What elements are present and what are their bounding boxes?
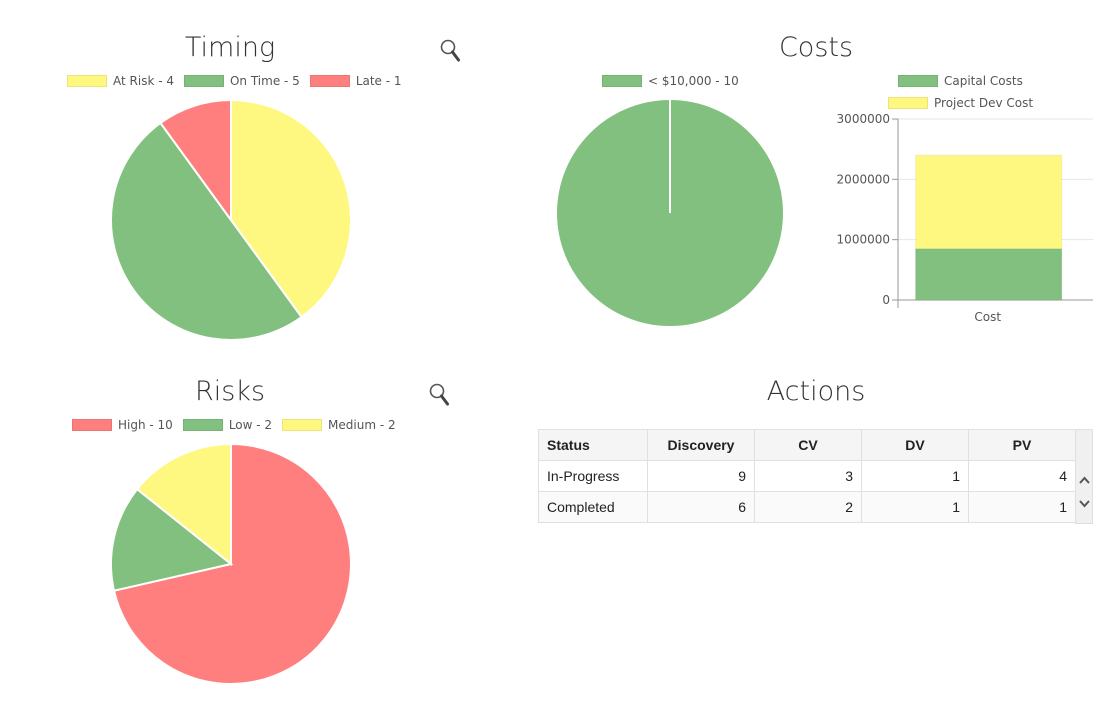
legend-item-at-risk[interactable]: At Risk - 4: [67, 74, 174, 88]
legend-label: Project Dev Cost: [934, 96, 1034, 110]
timing-pie-chart[interactable]: [110, 99, 352, 341]
timing-title: Timing: [184, 32, 276, 63]
y-tick-label: 2000000: [837, 172, 890, 186]
bar-project-dev-cost[interactable]: [915, 154, 1063, 250]
table-cell: 2: [754, 491, 862, 523]
legend-swatch: [67, 75, 107, 87]
actions-table: Status Discovery CV DV PV In-Progress 9 …: [538, 429, 1076, 523]
x-tick-label: Cost: [974, 310, 1001, 324]
y-tick-label: 1000000: [837, 233, 890, 247]
legend-label: Late - 1: [355, 74, 402, 88]
chevron-up-icon[interactable]: [1078, 474, 1091, 486]
risks-legend: High - 10 Low - 2 Medium - 2: [72, 418, 406, 432]
timing-legend: At Risk - 4 On Time - 5 Late - 1: [67, 74, 412, 88]
table-cell: 6: [647, 491, 755, 523]
table-cell: 4: [968, 460, 1076, 492]
costs-bar-legend-capital[interactable]: Capital Costs: [898, 74, 1023, 88]
costs-bar-legend-project-dev[interactable]: Project Dev Cost: [888, 96, 1033, 110]
chevron-down-icon[interactable]: [1078, 498, 1091, 510]
table-row[interactable]: Completed 6 2 1 1: [538, 491, 1076, 523]
legend-item-medium[interactable]: Medium - 2: [282, 418, 396, 432]
actions-title: Actions: [766, 376, 866, 407]
legend-item-under-10000[interactable]: < $10,000 - 10: [602, 74, 739, 88]
column-header-pv[interactable]: PV: [968, 429, 1076, 461]
table-cell: 1: [968, 491, 1076, 523]
legend-swatch: [888, 97, 928, 109]
legend-item-on-time[interactable]: On Time - 5: [183, 74, 300, 88]
legend-swatch: [309, 75, 350, 87]
legend-item-high[interactable]: High - 10: [72, 418, 173, 432]
legend-swatch: [72, 419, 112, 431]
table-cell: In-Progress: [538, 460, 648, 492]
legend-label: < $10,000 - 10: [648, 74, 739, 88]
y-tick-label: 0: [882, 293, 890, 307]
y-tick-label: 3000000: [837, 112, 890, 126]
pie-slice-late[interactable]: [159, 99, 232, 224]
risks-pie-chart[interactable]: [110, 443, 352, 685]
table-cell: 1: [861, 491, 969, 523]
bar-capital-costs[interactable]: [915, 248, 1063, 301]
costs-pie-chart[interactable]: [556, 99, 784, 327]
risks-title: Risks: [194, 376, 266, 407]
pie-slice-on-time[interactable]: [110, 121, 303, 341]
legend-swatch: [602, 75, 642, 87]
pie-slice-medium[interactable]: [135, 443, 232, 567]
column-header-cv[interactable]: CV: [754, 429, 862, 461]
table-cell: Completed: [538, 491, 648, 523]
legend-label: Medium - 2: [328, 418, 396, 432]
table-cell: 1: [861, 460, 969, 492]
costs-pie-legend: < $10,000 - 10: [602, 74, 749, 88]
column-header-discovery[interactable]: Discovery: [647, 429, 755, 461]
legend-swatch: [183, 75, 224, 87]
legend-swatch: [282, 419, 323, 431]
table-header-row: Status Discovery CV DV PV: [538, 429, 1076, 461]
legend-label: High - 10: [118, 418, 173, 432]
column-header-status[interactable]: Status: [538, 429, 648, 461]
costs-title: Costs: [778, 32, 854, 63]
legend-swatch: [182, 419, 223, 431]
pie-slice-at-risk[interactable]: [230, 99, 352, 319]
table-scrollbar[interactable]: [1075, 429, 1093, 524]
legend-item-low[interactable]: Low - 2: [182, 418, 273, 432]
magnifier-icon[interactable]: [428, 382, 450, 406]
table-cell: 9: [647, 460, 755, 492]
magnifier-icon[interactable]: [439, 38, 461, 62]
legend-item-late[interactable]: Late - 1: [309, 74, 402, 88]
table-cell: 3: [754, 460, 862, 492]
legend-label: On Time - 5: [229, 74, 300, 88]
legend-label: Low - 2: [228, 418, 273, 432]
legend-swatch: [898, 75, 938, 87]
column-header-dv[interactable]: DV: [861, 429, 969, 461]
table-row[interactable]: In-Progress 9 3 1 4: [538, 460, 1076, 492]
pie-slice-low[interactable]: [110, 487, 234, 592]
costs-bar-chart[interactable]: 0 1000000 2000000 3000000 Cost: [830, 108, 1100, 330]
legend-label: Capital Costs: [944, 74, 1023, 88]
legend-label: At Risk - 4: [113, 74, 174, 88]
